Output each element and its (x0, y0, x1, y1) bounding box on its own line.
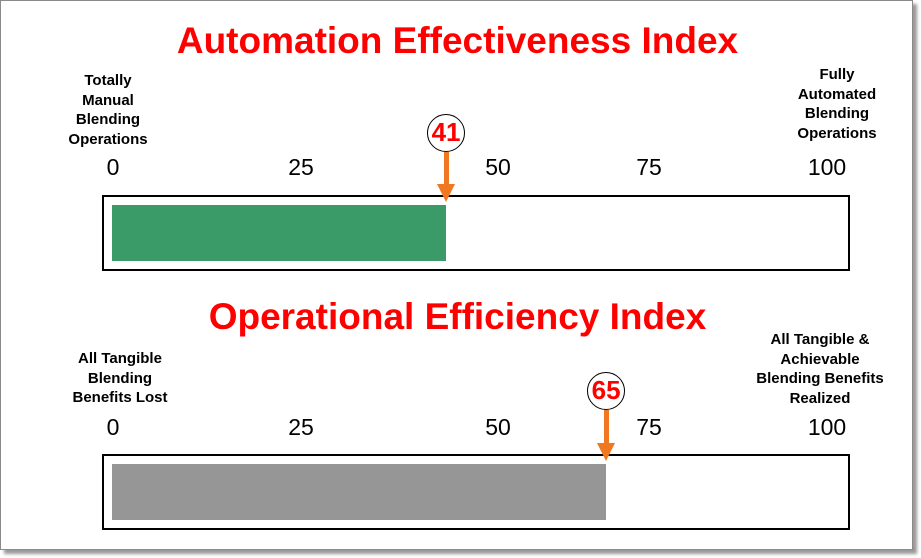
chart-frame: Automation Effectiveness Index Totally M… (0, 0, 913, 550)
value-marker-automation: 41 (427, 114, 466, 152)
gauge-title-efficiency: Operational Efficiency Index (208, 296, 707, 337)
gauge-max-label-automation: Fully Automated Blending Operations (797, 66, 877, 142)
gauge-fill-automation (112, 205, 447, 261)
gauge-max-label-efficiency: All Tangible & Achievable Blending Benef… (756, 331, 884, 407)
arrow-shaft (603, 410, 609, 444)
arrow-down-icon (437, 184, 456, 202)
gauge-title-automation: Automation Effectiveness Index (176, 20, 739, 61)
tick-label: 100 (807, 414, 847, 440)
gauge-fill-efficiency (112, 464, 607, 520)
tick-label: 25 (288, 154, 314, 180)
arrow-down-icon (597, 443, 616, 461)
tick-label: 100 (807, 154, 847, 180)
value-marker-efficiency: 65 (587, 372, 626, 410)
tick-label: 75 (636, 154, 662, 180)
arrow-shaft (443, 152, 449, 185)
gauge-min-label-automation: Totally Manual Blending Operations (68, 72, 148, 148)
tick-label: 0 (106, 154, 120, 180)
tick-label: 50 (485, 154, 511, 180)
tick-label: 75 (636, 414, 662, 440)
tick-label: 50 (485, 414, 511, 440)
tick-label: 25 (288, 414, 314, 440)
tick-label: 0 (106, 414, 120, 440)
gauge-min-label-efficiency: All Tangible Blending Benefits Lost (72, 350, 168, 406)
